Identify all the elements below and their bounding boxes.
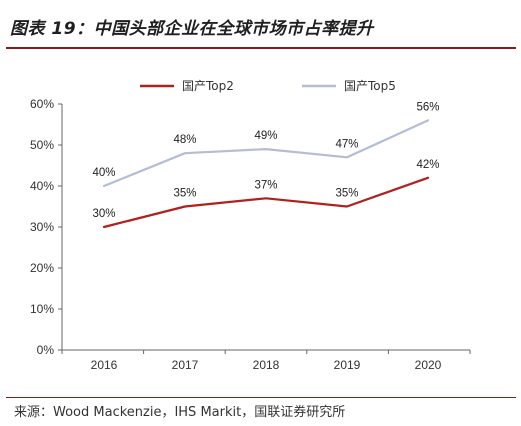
legend-label-1: 国产Top2 [182,79,234,93]
chart-title: 图表 19：中国头部企业在全球市场市占率提升 [10,19,374,39]
data-label: 35% [173,188,196,200]
data-label: 56% [416,101,439,113]
x-tick-label: 2019 [334,358,361,372]
series-line-2 [102,119,430,188]
chart-axes: 0% 10% 20% 30% 40% 50% 60% 2016 2017 2018 2019 2020 [30,97,471,372]
data-label: 47% [335,138,358,150]
data-label: 48% [173,134,196,146]
series-line-1 [102,176,430,229]
source-divider [6,397,516,398]
data-label: 35% [335,188,358,200]
data-label: 49% [254,130,277,142]
data-label: 30% [92,208,115,220]
x-tick-label: 2020 [415,358,442,372]
y-tick-label: 60% [30,97,54,111]
y-tick-label: 20% [30,261,54,275]
title-divider [6,47,516,49]
y-tick-label: 0% [37,343,55,357]
data-labels: 30% 35% 37% 35% 42% 40% 48% 49% 47% 56% [92,101,439,220]
legend: 国产Top2 国产Top5 [140,79,396,93]
y-tick-label: 40% [30,179,54,193]
series-lines [102,119,430,229]
y-tick-label: 30% [30,220,54,234]
legend-label-2: 国产Top5 [344,79,396,93]
x-tick-label: 2016 [91,358,118,372]
data-label: 42% [416,159,439,171]
data-label: 37% [254,179,277,191]
y-tick-label: 50% [30,138,54,152]
data-label: 40% [92,167,115,179]
source-note: 来源：Wood Mackenzie，IHS Markit，国联证券研究所 [14,405,346,420]
x-tick-label: 2017 [172,358,199,372]
y-tick-label: 10% [30,302,54,316]
x-tick-label: 2018 [253,358,280,372]
